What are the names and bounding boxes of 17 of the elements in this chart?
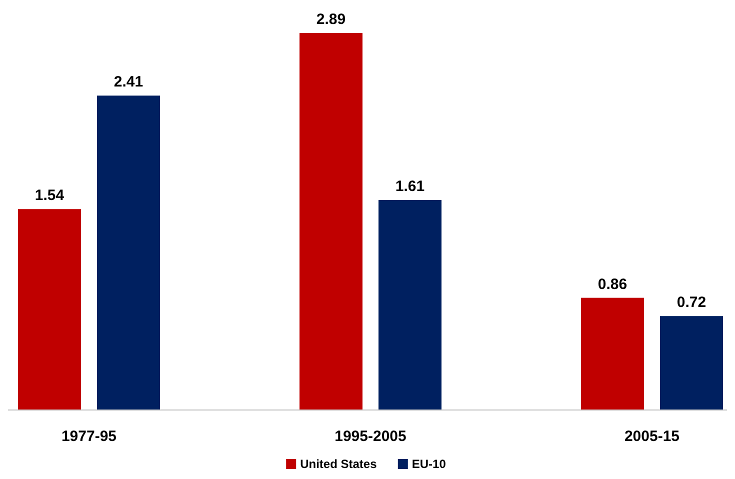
legend-label: EU-10 bbox=[412, 457, 446, 471]
bar bbox=[18, 209, 81, 410]
x-tick-label: 1977-95 bbox=[61, 428, 117, 445]
data-label: 2.89 bbox=[316, 11, 346, 28]
data-label: 1.61 bbox=[395, 178, 425, 195]
data-label: 2.41 bbox=[114, 74, 144, 91]
bar bbox=[581, 298, 644, 410]
bar bbox=[378, 200, 442, 410]
legend-label: United States bbox=[300, 457, 378, 471]
x-tick-label: 1995-2005 bbox=[334, 428, 406, 445]
x-tick-label: 2005-15 bbox=[624, 428, 680, 445]
bar bbox=[97, 96, 160, 410]
data-label: 1.54 bbox=[34, 187, 65, 204]
data-label: 0.72 bbox=[676, 294, 706, 312]
data-label: 0.86 bbox=[598, 276, 628, 293]
bar bbox=[660, 316, 723, 410]
bar bbox=[300, 33, 362, 410]
